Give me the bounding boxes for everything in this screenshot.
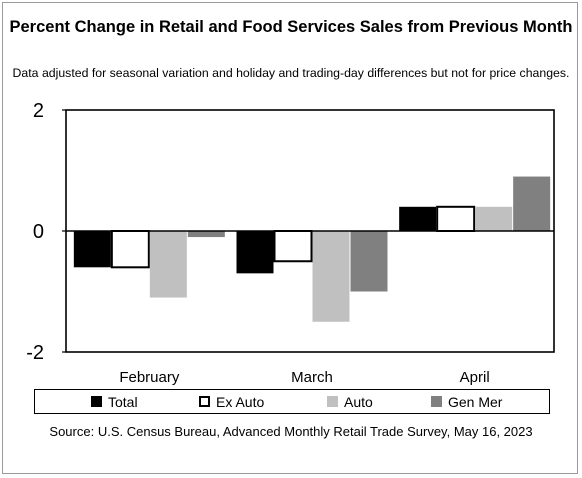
bar-gen-mer-april bbox=[513, 176, 551, 231]
bar-ex-auto-march bbox=[273, 230, 313, 263]
legend-swatch-ex-auto bbox=[199, 396, 210, 407]
legend-label-ex-auto: Ex Auto bbox=[216, 393, 265, 410]
bar-ex-auto-february bbox=[110, 230, 150, 269]
legend-label-auto: Auto bbox=[344, 393, 373, 410]
legend-swatch-gen-mer bbox=[431, 396, 442, 407]
bar-gen-mer-february bbox=[187, 231, 225, 238]
bar-auto-march bbox=[312, 231, 350, 322]
x-category-label: April bbox=[460, 369, 490, 386]
legend-swatch-total bbox=[91, 396, 102, 407]
chart-subtitle: Data adjusted for seasonal variation and… bbox=[12, 66, 570, 80]
y-tick-label: 0 bbox=[33, 221, 44, 243]
legend-item-ex-auto: Ex Auto bbox=[199, 390, 264, 413]
bar-auto-april bbox=[475, 206, 513, 231]
legend-swatch-auto bbox=[327, 396, 338, 407]
bar-total-march bbox=[236, 231, 274, 274]
bar-gen-mer-march bbox=[350, 231, 388, 292]
legend-label-total: Total bbox=[108, 393, 138, 410]
legend-label-gen-mer: Gen Mer bbox=[448, 393, 503, 410]
y-tick-label: -2 bbox=[26, 342, 44, 364]
bar-total-february bbox=[73, 231, 111, 268]
y-tick-label: 2 bbox=[33, 100, 44, 122]
legend-item-gen-mer: Gen Mer bbox=[431, 390, 502, 413]
legend-item-auto: Auto bbox=[327, 390, 373, 413]
source-note: Source: U.S. Census Bureau, Advanced Mon… bbox=[49, 424, 533, 439]
x-category-label: February bbox=[119, 369, 180, 386]
x-category-label: March bbox=[291, 369, 333, 386]
legend: Total Ex Auto Auto Gen Mer bbox=[34, 389, 550, 414]
chart-title: Percent Change in Retail and Food Servic… bbox=[9, 18, 573, 36]
bar-total-april bbox=[399, 206, 437, 231]
legend-item-total: Total bbox=[91, 390, 138, 413]
bar-ex-auto-april bbox=[436, 205, 476, 233]
bar-auto-february bbox=[149, 231, 187, 298]
